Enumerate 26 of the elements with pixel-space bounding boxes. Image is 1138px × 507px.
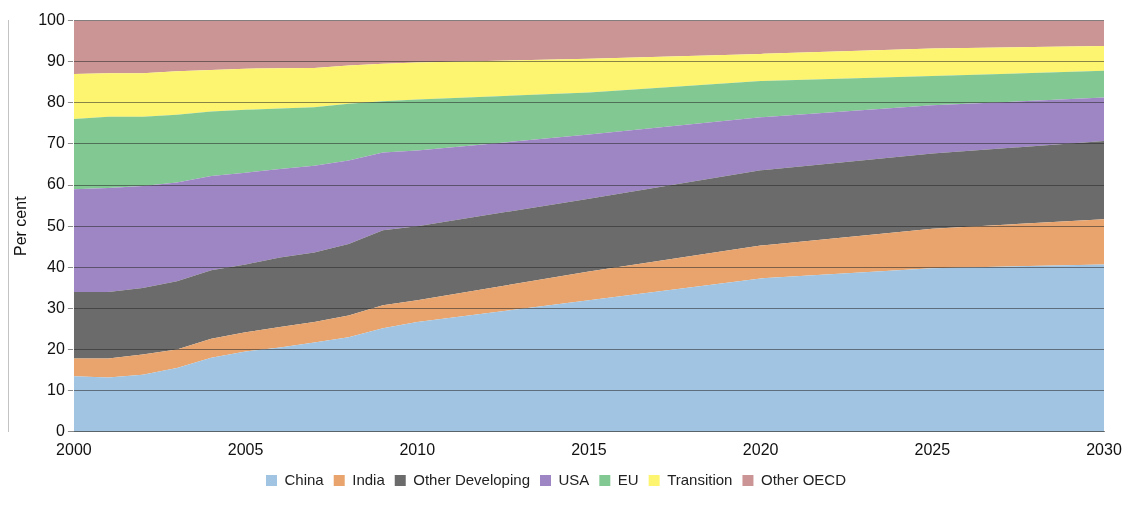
y-tick-label: 100 (38, 11, 65, 29)
legend-label: USA (558, 470, 590, 488)
y-tick-label: 60 (47, 175, 65, 193)
y-tick-label: 40 (47, 257, 65, 275)
x-tick-label: 2020 (742, 440, 779, 458)
x-tick-label: 2000 (56, 440, 92, 458)
y-tick-label: 70 (47, 134, 65, 152)
x-tick-label: 2010 (399, 440, 436, 458)
x-tick-label: 2030 (1086, 440, 1122, 458)
legend-label: EU (617, 470, 639, 488)
x-tick-label: 2005 (227, 440, 264, 458)
legend-label: Other Developing (413, 470, 530, 488)
x-tick-label: 2015 (571, 440, 607, 458)
legend-label: Transition (667, 470, 733, 488)
legend-label: India (352, 470, 386, 488)
y-tick-label: 50 (47, 216, 65, 234)
y-tick-label: 80 (47, 93, 65, 111)
x-tick-label: 2025 (914, 440, 951, 458)
legend-label: China (284, 470, 325, 488)
y-tick-label: 90 (47, 52, 65, 70)
y-axis-title: Per cent (12, 195, 30, 256)
y-tick-label: 10 (47, 381, 65, 399)
legend-label: Other OECD (760, 470, 847, 488)
y-tick-label: 30 (47, 298, 65, 316)
y-tick-label: 0 (55, 422, 65, 440)
y-tick-label: 20 (47, 339, 65, 357)
